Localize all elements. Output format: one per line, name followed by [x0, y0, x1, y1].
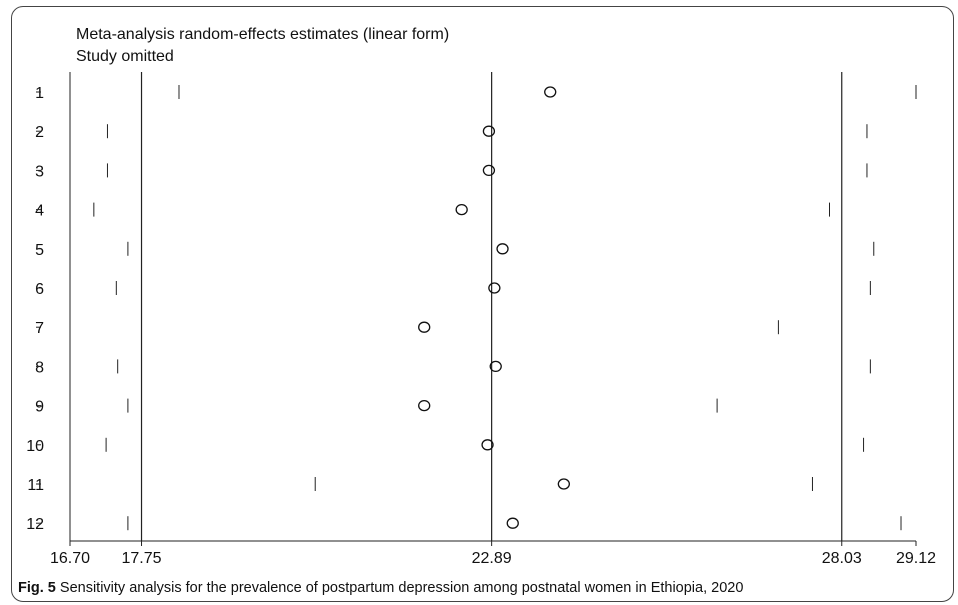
figure-frame	[11, 6, 954, 602]
study-label: 5	[35, 242, 44, 259]
x-tick-label: 22.89	[472, 550, 512, 567]
point-estimate-marker	[455, 203, 468, 216]
point-estimate-marker	[544, 86, 557, 98]
point-estimate-marker	[418, 399, 431, 412]
study-row-1: 1	[35, 85, 917, 102]
chart-subtitle: Study omitted	[76, 48, 174, 65]
study-row-7: 7	[35, 320, 779, 337]
point-estimate-marker	[489, 360, 502, 373]
x-tick-label: 29.12	[896, 550, 936, 567]
caption-text: Sensitivity analysis for the prevalence …	[55, 580, 744, 596]
study-label: 1	[35, 85, 44, 102]
study-label: 2	[35, 124, 44, 141]
study-row-10: 10	[26, 437, 865, 455]
study-row-11: 11	[27, 477, 813, 494]
x-tick-label: 16.70	[50, 550, 90, 567]
point-estimate-marker	[506, 517, 519, 529]
study-label: 7	[35, 320, 44, 337]
study-label: 12	[26, 516, 44, 533]
point-estimate-marker	[418, 321, 431, 333]
study-label: 8	[35, 359, 44, 376]
study-label: 11	[27, 477, 44, 494]
point-estimate-marker	[557, 478, 570, 490]
study-row-8: 8	[35, 359, 871, 376]
plot-axes	[69, 72, 916, 542]
study-row-5: 5	[35, 241, 875, 259]
study-row-4: 4	[35, 202, 830, 220]
chart-title: Meta-analysis random-effects estimates (…	[76, 26, 450, 43]
point-estimate-marker	[482, 125, 496, 137]
caption-label: Fig. 5	[18, 580, 56, 596]
reference-lines	[140, 72, 843, 541]
point-estimate-marker	[481, 439, 494, 451]
study-row-12: 12	[26, 516, 902, 533]
study-label: 4	[35, 203, 44, 220]
figure-caption: Fig. 5 Sensitivity analysis for the prev…	[18, 580, 743, 596]
x-tick-label: 17.75	[121, 550, 161, 567]
point-estimate-marker	[488, 282, 501, 294]
point-estimate-marker	[496, 243, 509, 255]
x-axis-ticks: 16.70 17.75 22.89 28.03 29.12	[50, 541, 936, 567]
study-label: 6	[35, 281, 44, 298]
point-estimate-marker	[482, 164, 496, 177]
study-label: 9	[35, 399, 44, 416]
study-label: 3	[35, 163, 44, 180]
study-row-9: 9	[35, 398, 718, 416]
study-row-6: 6	[35, 281, 871, 298]
study-row-3: 3	[35, 163, 868, 180]
x-tick-label: 28.03	[822, 550, 862, 567]
study-row-2: 2	[35, 124, 868, 141]
study-label: 10	[26, 438, 44, 455]
